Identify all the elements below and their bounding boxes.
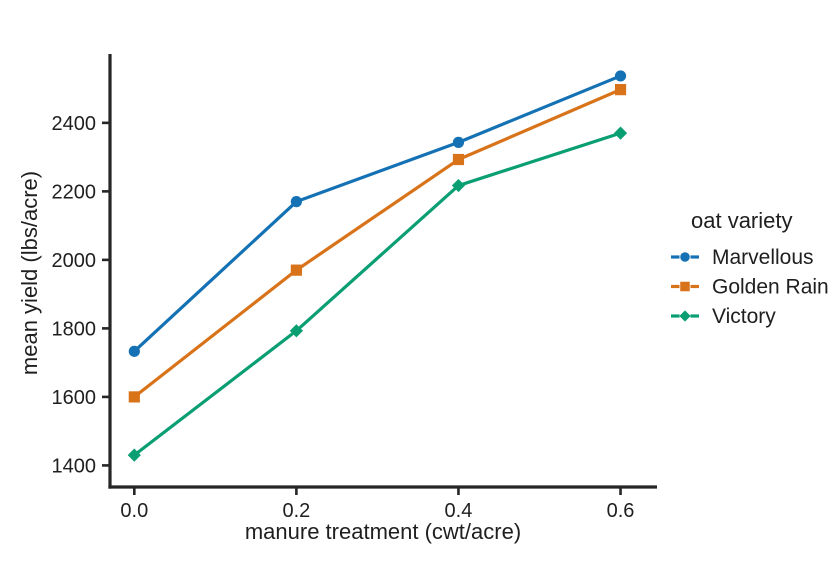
- y-tick-label: 2000: [52, 250, 97, 272]
- legend-item-victory: Victory: [671, 305, 776, 328]
- data-point-victory-diamond-marker: [127, 448, 141, 462]
- data-point-marvellous-circle-marker: [614, 70, 627, 82]
- y-tick-label: 1600: [52, 387, 97, 409]
- plot-series: [127, 70, 628, 462]
- square-marker-icon: [680, 281, 690, 292]
- data-point-marvellous-circle-marker: [452, 136, 465, 148]
- data-point-victory-diamond-marker: [451, 178, 466, 193]
- y-axis-label: mean yield (lbs/acre): [17, 171, 42, 375]
- y-tick-label: 1800: [52, 318, 97, 340]
- y-tick-label: 1400: [52, 455, 97, 477]
- legend-item-golden-rain: Golden Rain: [671, 276, 829, 299]
- data-point-marvellous-circle-marker: [290, 196, 302, 208]
- series-line-golden-rain: [133, 88, 622, 399]
- data-point-golden-rain-square-marker: [290, 264, 302, 276]
- x-tick-label: 0.6: [607, 500, 635, 522]
- legend-item-marvellous: Marvellous: [671, 246, 814, 269]
- data-point-marvellous-circle-marker: [128, 345, 140, 357]
- data-point-victory-diamond-marker: [289, 324, 303, 338]
- data-point-golden-rain-square-marker: [452, 153, 465, 166]
- x-tick-label: 0.0: [120, 500, 148, 522]
- legend-item-label: Victory: [712, 305, 776, 328]
- data-point-golden-rain-square-marker: [128, 391, 140, 403]
- x-axis-label: manure treatment (cwt/acre): [245, 519, 521, 544]
- series-line-victory: [133, 131, 622, 457]
- x-tick-label: 0.2: [282, 500, 310, 522]
- series-line-marvellous: [133, 74, 622, 353]
- x-tick-label: 0.4: [445, 500, 473, 522]
- legend-title: oat variety: [691, 208, 793, 233]
- circle-marker-icon: [680, 252, 690, 262]
- y-tick-label: 2200: [52, 181, 97, 203]
- axes: 1400 1600 1800 2000 2200 2400 0.0 0.2 0.4 0.6: [52, 54, 657, 522]
- legend-item-label: Golden Rain: [712, 276, 829, 299]
- legend: oat variety Marvellous Golden Rain Victory: [671, 208, 829, 328]
- data-point-victory-diamond-marker: [613, 126, 628, 140]
- diamond-marker-icon: [679, 310, 691, 322]
- legend-item-label: Marvellous: [712, 246, 814, 269]
- y-tick-label: 2400: [52, 113, 97, 135]
- data-point-golden-rain-square-marker: [614, 84, 627, 96]
